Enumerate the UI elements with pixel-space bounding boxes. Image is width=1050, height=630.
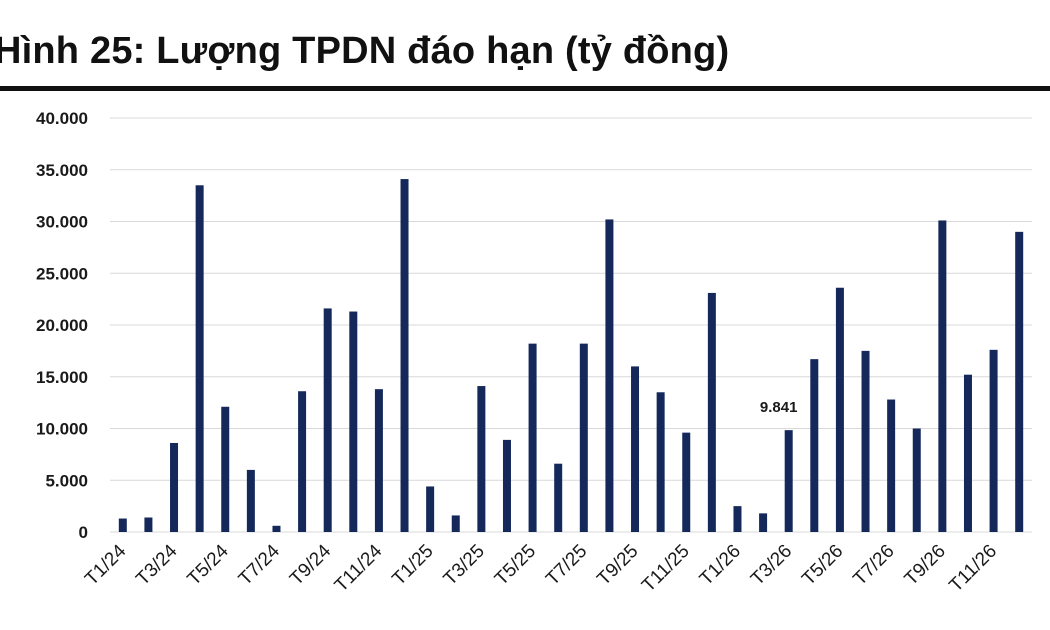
- y-axis: 0 5.000 10.000 15.000 20.000 25.000 30.000 35.0…: [36, 109, 88, 542]
- x-tick-label: T3/26: [747, 541, 796, 590]
- bar-t3-25: [477, 386, 486, 532]
- y-tick-label: 5.000: [45, 471, 88, 490]
- y-tick-label: 0: [79, 523, 88, 542]
- bar-t7-24: [272, 525, 281, 532]
- bar-t2-24: [144, 517, 153, 532]
- bar-t4-26: [810, 359, 819, 532]
- bar-t11-26: [989, 349, 998, 532]
- bar-t12-25: [707, 292, 716, 532]
- bar-t11-24: [374, 389, 383, 532]
- x-tick-label: T11/26: [945, 541, 1001, 597]
- bars: [118, 179, 1024, 532]
- bar-t8-25: [605, 219, 614, 532]
- x-tick-label: T7/24: [235, 540, 285, 590]
- bar-t2-25: [451, 515, 460, 532]
- bar-t8-26: [912, 428, 921, 532]
- bar-t10-25: [656, 392, 665, 532]
- x-tick-label: T3/24: [132, 540, 182, 590]
- bar-t9-24: [323, 308, 332, 532]
- data-labels: 9.841: [760, 399, 798, 416]
- bar-t10-24: [349, 311, 358, 532]
- bar-t8-24: [298, 391, 307, 532]
- x-tick-label: T7/26: [849, 541, 898, 590]
- bar-t7-26: [887, 399, 896, 532]
- x-tick-label: T7/25: [542, 541, 591, 590]
- bar-t12-26: [1015, 231, 1024, 532]
- bar-t4-24: [195, 185, 204, 532]
- bar-t7-25: [579, 343, 588, 532]
- x-tick-label: T9/24: [286, 540, 336, 590]
- bar-t5-25: [528, 343, 537, 532]
- bar-t4-25: [502, 439, 511, 532]
- y-tick-label: 15.000: [36, 368, 88, 387]
- bar-t5-26: [835, 287, 844, 532]
- x-tick-label: T11/24: [331, 540, 387, 596]
- bar-t9-25: [631, 366, 640, 532]
- y-tick-label: 30.000: [36, 213, 88, 232]
- x-tick-label: T1/24: [81, 540, 131, 590]
- x-tick-label: T9/26: [901, 541, 950, 590]
- bar-t9-26: [938, 220, 947, 532]
- x-tick-label: T5/26: [798, 541, 847, 590]
- bar-t1-26: [733, 506, 742, 532]
- y-tick-label: 40.000: [36, 109, 88, 128]
- bar-t12-24: [400, 179, 409, 532]
- bar-t2-26: [759, 513, 768, 532]
- y-tick-label: 35.000: [36, 161, 88, 180]
- gridlines: [110, 117, 1032, 533]
- bar-t1-25: [426, 486, 435, 532]
- bar-t5-24: [221, 406, 230, 532]
- bar-t6-24: [246, 469, 255, 532]
- x-tick-label: T5/25: [491, 541, 540, 590]
- bar-t3-24: [170, 442, 179, 532]
- x-tick-label: T9/25: [593, 541, 642, 590]
- title-rule: [0, 86, 1050, 91]
- y-tick-label: 25.000: [36, 264, 88, 283]
- x-tick-label: T5/24: [184, 540, 234, 590]
- y-tick-label: 10.000: [36, 420, 88, 439]
- bar-t6-25: [554, 463, 563, 532]
- data-label: 9.841: [760, 399, 798, 416]
- bar-t10-26: [963, 374, 972, 532]
- x-tick-label: T1/25: [388, 541, 437, 590]
- bar-t11-25: [682, 432, 691, 532]
- bar-t6-26: [861, 350, 870, 532]
- x-tick-label: T11/25: [638, 541, 694, 597]
- bar-t1-24: [118, 518, 127, 532]
- x-tick-label: T1/26: [696, 541, 745, 590]
- x-tick-label: T3/25: [440, 541, 489, 590]
- y-tick-label: 20.000: [36, 316, 88, 335]
- bar-t3-26: [784, 430, 793, 532]
- chart-title: Hình 25: Lượng TPDN đáo hạn (tỷ đồng): [0, 30, 730, 72]
